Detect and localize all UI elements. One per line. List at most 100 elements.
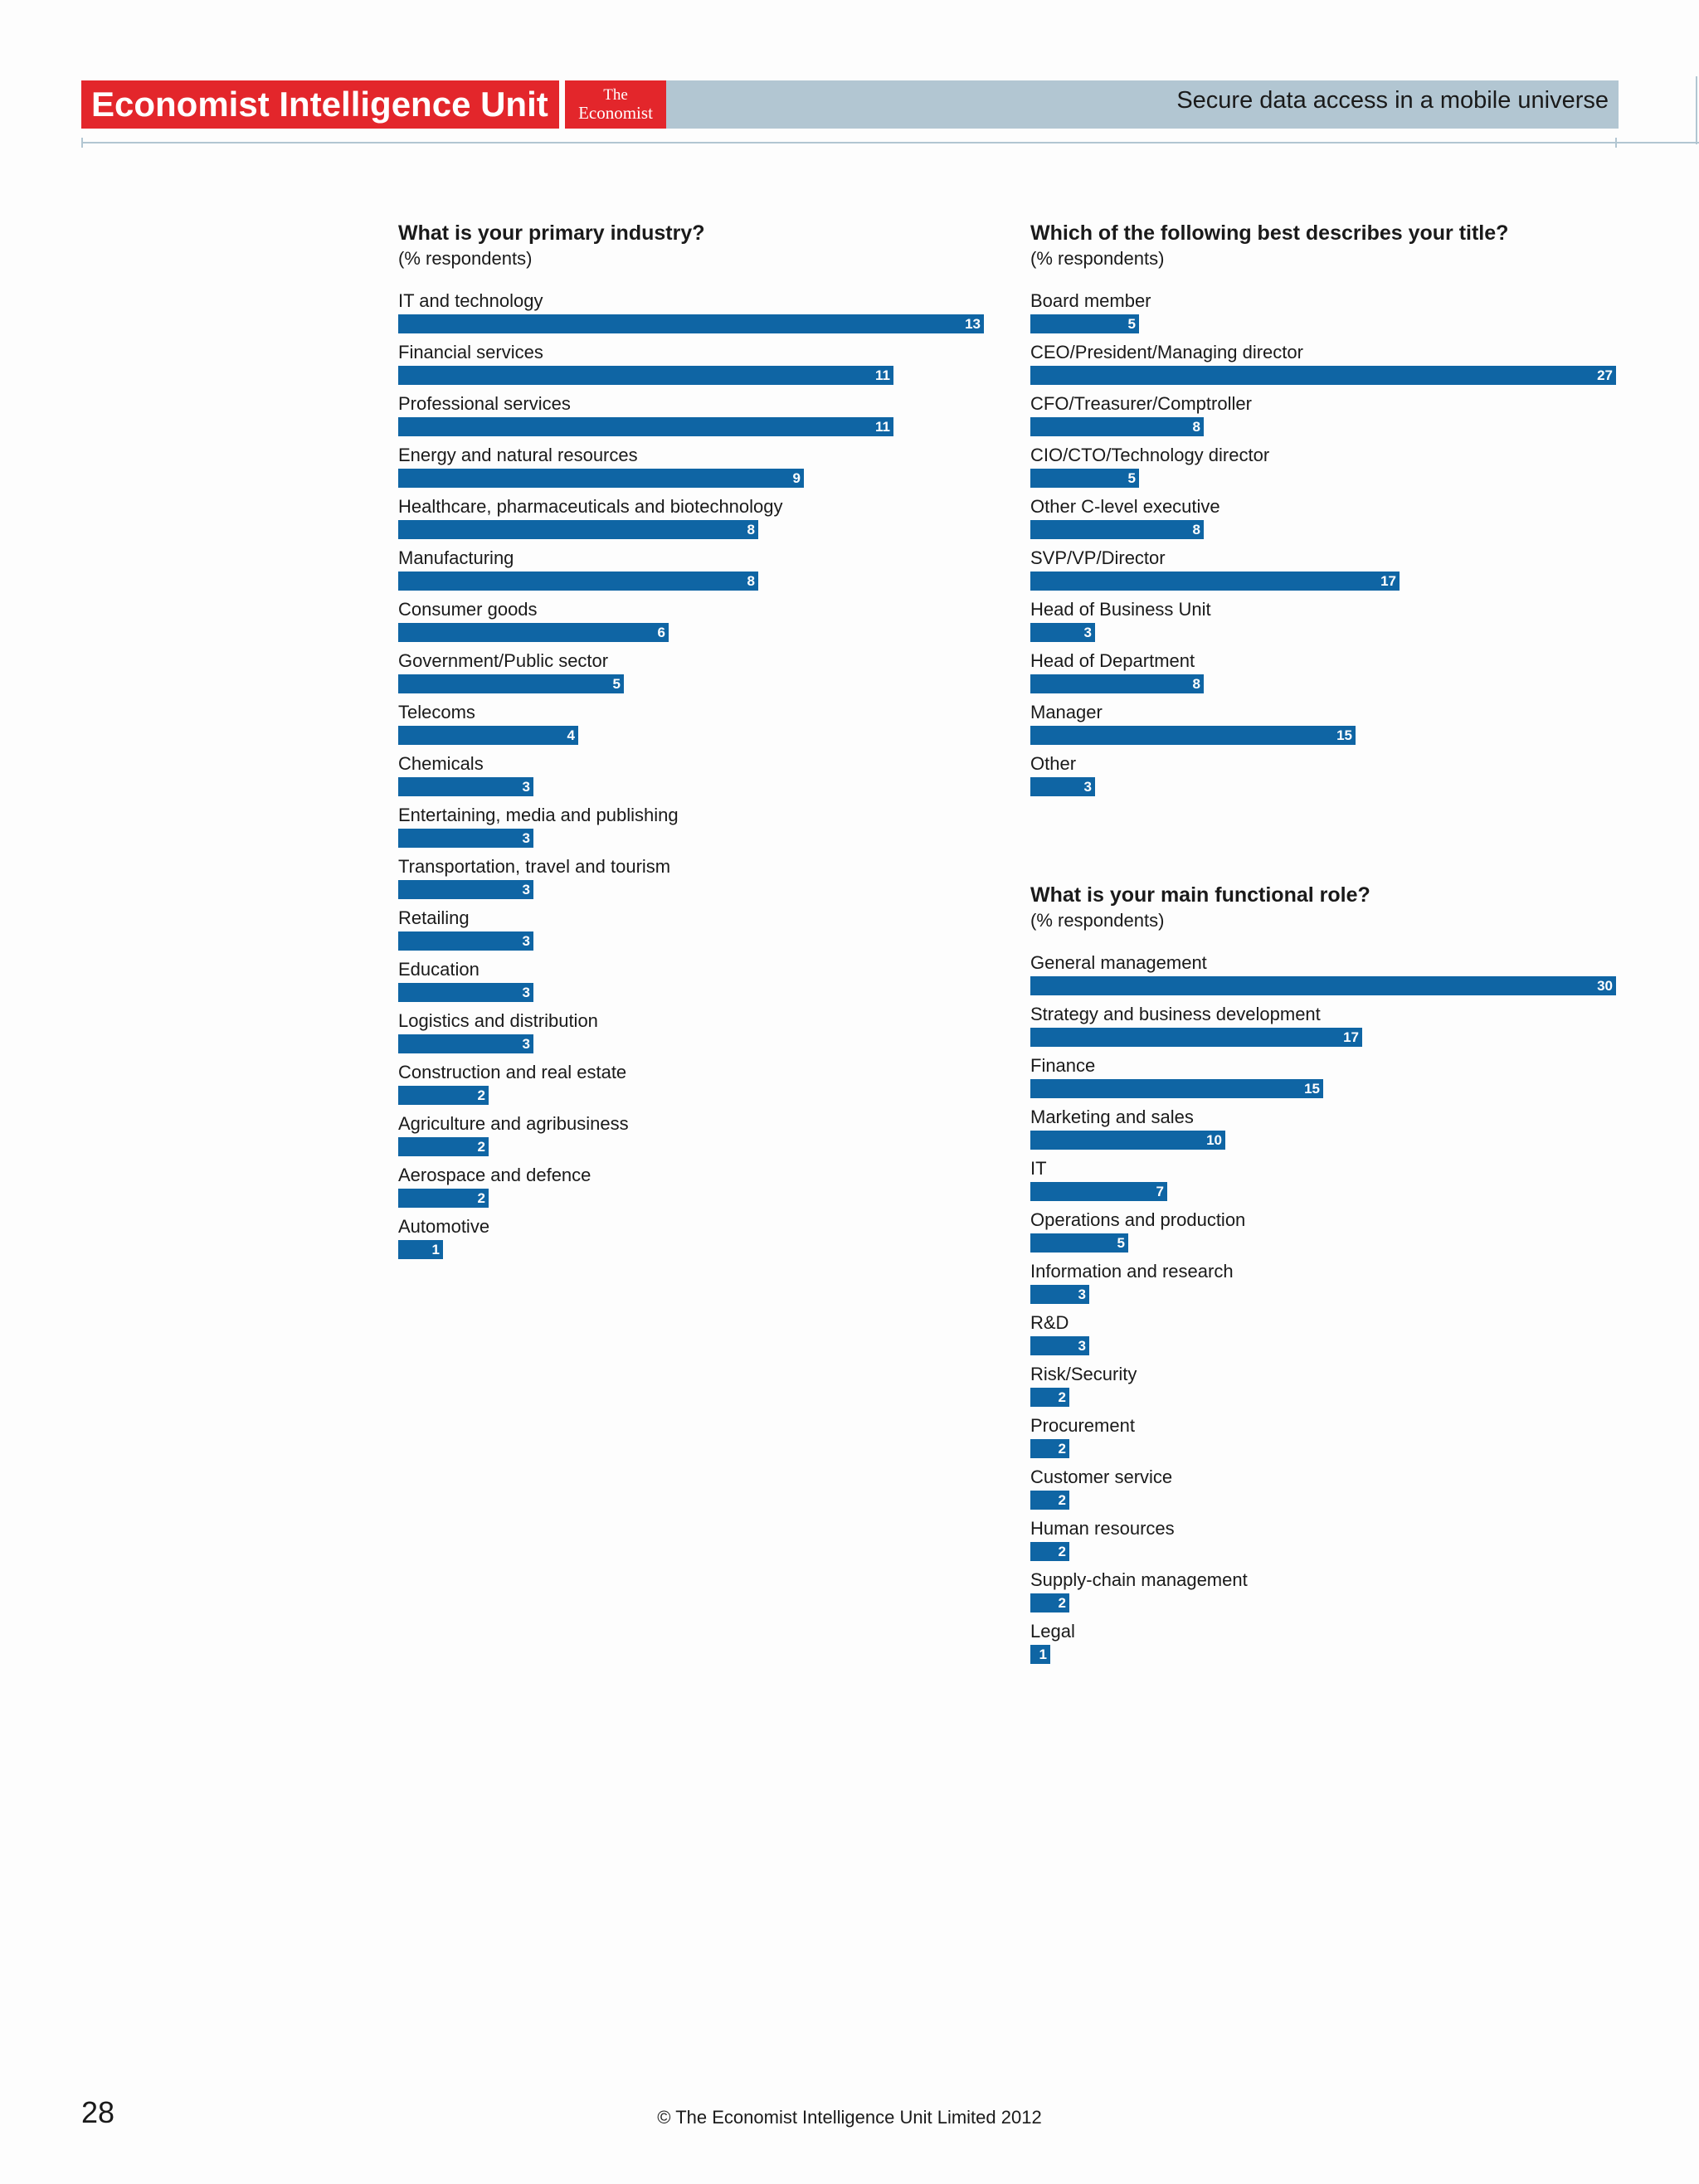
bar: 8 (398, 520, 758, 539)
bar-label: IT (1030, 1158, 1047, 1179)
bar-label: CFO/Treasurer/Comptroller (1030, 393, 1252, 414)
report-title: Secure data access in a mobile universe (1176, 87, 1609, 114)
bar-label: Head of Business Unit (1030, 599, 1211, 620)
bar: 2 (1030, 1491, 1069, 1510)
bar-label: Education (398, 959, 480, 980)
bar-value-label: 3 (1083, 625, 1092, 640)
bar-row: Customer service 2 (1030, 1466, 1616, 1517)
bar: 30 (1030, 976, 1616, 995)
bar-row: R&D 3 (1030, 1311, 1616, 1363)
bar-row: Automotive 1 (398, 1215, 984, 1267)
bar-row: Aerospace and defence 2 (398, 1164, 984, 1215)
bar-value-label: 13 (965, 316, 981, 332)
bar-label: Logistics and distribution (398, 1010, 598, 1031)
bar-label: Consumer goods (398, 599, 538, 620)
bar-row: Agriculture and agribusiness 2 (398, 1112, 984, 1164)
chart-subtitle: (% respondents) (398, 248, 533, 269)
bar-label: Information and research (1030, 1261, 1234, 1282)
page-edge-rule (1696, 76, 1697, 144)
bar-value-label: 8 (1192, 676, 1200, 692)
bar: 17 (1030, 572, 1400, 591)
brand-name: Economist Intelligence Unit (91, 85, 548, 124)
bar-label: Retailing (398, 907, 470, 928)
bar-value-label: 4 (567, 727, 575, 743)
bar-value-label: 2 (1058, 1389, 1066, 1405)
bar: 10 (1030, 1131, 1225, 1150)
header-rule-tick-right (1615, 138, 1617, 148)
bar: 3 (398, 829, 533, 848)
bar-row: Chemicals 3 (398, 752, 984, 804)
logo-line-1: The (603, 86, 628, 104)
bar-label: Board member (1030, 290, 1151, 311)
bar-value-label: 10 (1206, 1132, 1222, 1148)
chart-job-title: Which of the following best describes yo… (1030, 220, 1616, 804)
bar: 2 (1030, 1388, 1069, 1407)
chart-bars: IT and technology 13 Financial services 11 P… (398, 289, 984, 1267)
bar-row: Financial services 11 (398, 341, 984, 392)
bar: 2 (1030, 1439, 1069, 1458)
report-title-banner: Secure data access in a mobile universe (666, 80, 1619, 129)
bar: 8 (1030, 674, 1204, 693)
bar-row: Professional services 11 (398, 392, 984, 444)
bar-value-label: 2 (1058, 1595, 1066, 1611)
bar: 9 (398, 469, 804, 488)
bar: 2 (398, 1086, 489, 1105)
bar-value-label: 11 (875, 367, 890, 383)
bar-value-label: 2 (477, 1087, 485, 1103)
bar-row: Other C-level executive 8 (1030, 495, 1616, 547)
bar-row: IT 7 (1030, 1157, 1616, 1209)
bar-value-label: 17 (1380, 573, 1396, 589)
bar-row: Manufacturing 8 (398, 547, 984, 598)
bar-value-label: 17 (1343, 1029, 1359, 1045)
page-number: 28 (81, 2095, 115, 2129)
bar-value-label: 2 (477, 1139, 485, 1155)
bar-value-label: 3 (522, 933, 530, 949)
bar: 27 (1030, 366, 1616, 385)
bar-label: Risk/Security (1030, 1364, 1137, 1384)
bar-label: Marketing and sales (1030, 1107, 1194, 1127)
bar-row: Other 3 (1030, 752, 1616, 804)
bar-value-label: 5 (1127, 316, 1136, 332)
bar-row: Risk/Security 2 (1030, 1363, 1616, 1414)
bar-row: Logistics and distribution 3 (398, 1009, 984, 1061)
bar-label: Healthcare, pharmaceuticals and biotechn… (398, 496, 783, 517)
bar: 5 (1030, 469, 1139, 488)
bar-label: Construction and real estate (398, 1062, 627, 1082)
bar-row: Consumer goods 6 (398, 598, 984, 649)
bar: 17 (1030, 1028, 1362, 1047)
bar-row: Legal 1 (1030, 1620, 1616, 1671)
bar: 8 (398, 572, 758, 591)
bar-row: Operations and production 5 (1030, 1209, 1616, 1260)
bar: 11 (398, 417, 893, 436)
bar-label: Supply-chain management (1030, 1569, 1248, 1590)
bar-row: Government/Public sector 5 (398, 649, 984, 701)
bar-label: General management (1030, 952, 1207, 973)
chart-bars: Board member 5 CEO/President/Managing dire… (1030, 289, 1616, 804)
bar-label: Agriculture and agribusiness (398, 1113, 629, 1134)
bar: 2 (1030, 1542, 1069, 1561)
bar: 3 (398, 1034, 533, 1053)
bar-label: Finance (1030, 1055, 1096, 1076)
bar-label: Automotive (398, 1216, 490, 1237)
bar-row: SVP/VP/Director 17 (1030, 547, 1616, 598)
header-rule (81, 142, 1699, 143)
bar: 8 (1030, 520, 1204, 539)
bar-row: Healthcare, pharmaceuticals and biotechn… (398, 495, 984, 547)
bar: 11 (398, 366, 893, 385)
bar-label: Human resources (1030, 1518, 1175, 1539)
bar-value-label: 27 (1597, 367, 1613, 383)
bar-label: Other C-level executive (1030, 496, 1220, 517)
bar-row: Entertaining, media and publishing 3 (398, 804, 984, 855)
bar-value-label: 30 (1597, 978, 1613, 994)
bar: 3 (398, 777, 533, 796)
bar-value-label: 9 (792, 470, 801, 486)
bar-row: IT and technology 13 (398, 289, 984, 341)
bar-row: Information and research 3 (1030, 1260, 1616, 1311)
bar: 4 (398, 726, 578, 745)
bar-value-label: 2 (1058, 1492, 1066, 1508)
bar-value-label: 5 (1127, 470, 1136, 486)
bar-row: Retailing 3 (398, 907, 984, 958)
bar-row: Procurement 2 (1030, 1414, 1616, 1466)
bar-value-label: 2 (1058, 1441, 1066, 1457)
bar-value-label: 1 (431, 1242, 440, 1257)
